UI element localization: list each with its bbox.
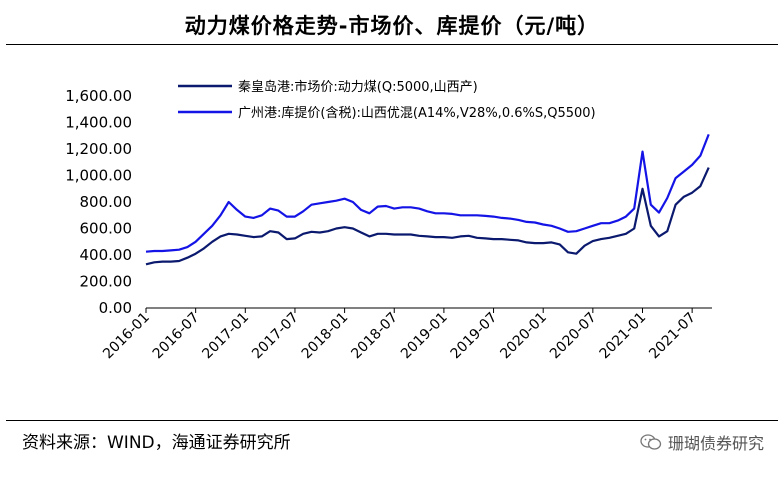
x-tick-label: 2017-01 — [199, 310, 252, 363]
x-tick-label: 2018-01 — [299, 310, 352, 363]
x-tick-label: 2021-07 — [646, 310, 699, 363]
legend-label: 秦皇岛港:市场价:动力煤(Q:5000,山西产) — [238, 79, 478, 95]
legend-label: 广州港:库提价(含税):山西优混(A14%,V28%,0.6%S,Q5500) — [238, 105, 596, 121]
title-underline — [6, 44, 778, 45]
x-tick-label: 2016-01 — [100, 310, 153, 363]
legend: 秦皇岛港:市场价:动力煤(Q:5000,山西产) 广州港:库提价(含税):山西优混… — [178, 79, 596, 121]
series-line-guangzhou — [145, 133, 710, 253]
x-tick-label: 2020-01 — [497, 310, 550, 363]
y-tick-label: 400.00 — [80, 246, 133, 264]
watermark-text: 珊瑚债券研究 — [667, 434, 764, 453]
chart-title: 动力煤价格走势-市场价、库提价（元/吨） — [184, 14, 600, 38]
wechat-icon — [640, 434, 662, 450]
x-tick-label: 2020-07 — [547, 310, 600, 363]
y-tick-label: 800.00 — [80, 193, 133, 211]
x-tick-label: 2017-07 — [249, 310, 302, 363]
y-tick-label: 1,400.00 — [65, 114, 132, 132]
y-tick-label: 600.00 — [80, 220, 133, 238]
series-lines — [145, 133, 710, 266]
y-tick-label: 1,000.00 — [65, 167, 132, 185]
y-tick-label: 200.00 — [80, 273, 133, 291]
series-line-qinhuangdao — [145, 167, 710, 266]
y-tick-label: 1,200.00 — [65, 140, 132, 158]
footer-rule — [6, 420, 778, 421]
line-chart: 0.00 200.00 400.00 600.00 800.00 1,000.00 1,20… — [65, 79, 712, 362]
x-tick-label: 2016-07 — [150, 310, 203, 363]
y-tick-label: 1,600.00 — [65, 87, 132, 105]
source-note: 资料来源：WIND，海通证券研究所 — [22, 433, 291, 453]
watermark: 珊瑚债券研究 — [640, 430, 764, 454]
x-tick-label: 2019-07 — [448, 310, 501, 363]
axes: 0.00 200.00 400.00 600.00 800.00 1,000.00 1,20… — [65, 87, 712, 362]
x-tick-label: 2021-01 — [597, 310, 650, 363]
y-tick-label: 0.00 — [99, 299, 132, 317]
x-tick-label: 2019-01 — [398, 310, 451, 363]
x-tick-label: 2018-07 — [348, 310, 401, 363]
